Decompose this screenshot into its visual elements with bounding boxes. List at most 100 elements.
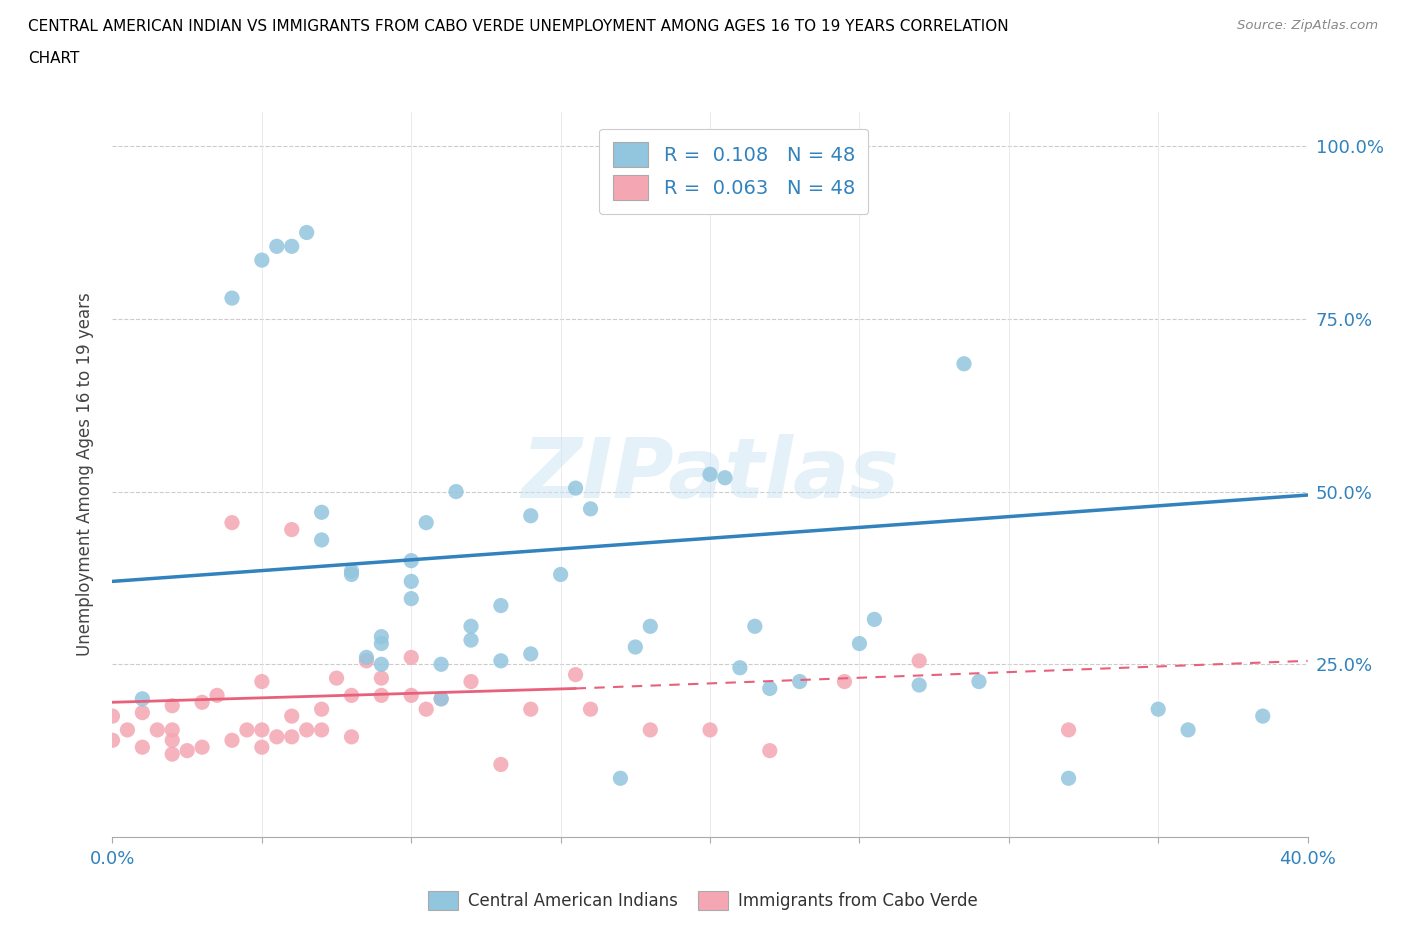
Point (579, 501, 602, 516)
Point (953, 356, 976, 371)
Text: Source: ZipAtlas.com: Source: ZipAtlas.com (1237, 19, 1378, 32)
Point (415, 515, 437, 530)
Point (191, 695, 214, 710)
Point (340, 729, 363, 744)
Point (460, 674, 482, 689)
Point (401, 574, 423, 589)
Point (221, 291, 243, 306)
Point (191, 739, 214, 754)
Point (744, 618, 766, 633)
Point (370, 636, 392, 651)
Point (356, 650, 378, 665)
Point (401, 553, 423, 568)
Point (221, 733, 243, 748)
Point (176, 743, 198, 758)
Point (370, 630, 392, 644)
Point (489, 598, 512, 613)
Point (430, 691, 453, 706)
Point (356, 654, 378, 669)
Point (370, 688, 392, 703)
Point (401, 591, 423, 606)
Point (281, 239, 304, 254)
Point (728, 660, 751, 675)
Point (162, 747, 183, 762)
Point (834, 674, 856, 689)
Legend: Central American Indians, Immigrants from Cabo Verde: Central American Indians, Immigrants fro… (422, 884, 984, 917)
Point (146, 723, 169, 737)
Point (162, 733, 183, 748)
Point (266, 729, 288, 744)
Point (1057, 723, 1080, 737)
Point (520, 646, 543, 661)
Point (162, 723, 183, 737)
Point (1251, 709, 1274, 724)
Point (444, 485, 467, 499)
Point (311, 723, 333, 737)
Point (205, 688, 228, 703)
Point (460, 618, 482, 633)
Point (550, 567, 572, 582)
Point (131, 705, 153, 720)
Point (281, 522, 304, 537)
Point (370, 671, 392, 685)
Point (370, 657, 392, 671)
Point (281, 709, 304, 724)
Point (131, 739, 153, 754)
Point (579, 702, 602, 717)
Point (489, 654, 512, 669)
Point (624, 640, 647, 655)
Point (250, 253, 273, 268)
Point (311, 505, 333, 520)
Point (430, 657, 453, 671)
Point (908, 654, 931, 669)
Point (325, 671, 347, 685)
Point (489, 757, 512, 772)
Point (848, 636, 870, 651)
Point (101, 733, 124, 748)
Point (311, 702, 333, 717)
Point (340, 564, 363, 578)
Point (789, 674, 811, 689)
Point (640, 618, 662, 633)
Point (266, 239, 288, 254)
Point (295, 723, 318, 737)
Point (311, 533, 333, 548)
Point (1057, 771, 1080, 786)
Point (295, 225, 318, 240)
Point (250, 674, 273, 689)
Text: ZIPatlas: ZIPatlas (522, 433, 898, 515)
Point (281, 729, 304, 744)
Point (967, 674, 990, 689)
Point (699, 467, 721, 482)
Point (460, 632, 482, 647)
Point (131, 691, 153, 706)
Point (101, 709, 124, 724)
Text: CENTRAL AMERICAN INDIAN VS IMMIGRANTS FROM CABO VERDE UNEMPLOYMENT AMONG AGES 16: CENTRAL AMERICAN INDIAN VS IMMIGRANTS FR… (28, 19, 1008, 33)
Legend: R =  0.108   N = 48, R =  0.063   N = 48: R = 0.108 N = 48, R = 0.063 N = 48 (599, 128, 869, 214)
Point (162, 698, 183, 713)
Point (609, 771, 631, 786)
Point (699, 723, 721, 737)
Point (430, 691, 453, 706)
Point (520, 509, 543, 524)
Point (250, 739, 273, 754)
Point (863, 612, 886, 627)
Point (401, 688, 423, 703)
Point (236, 723, 259, 737)
Point (714, 471, 737, 485)
Point (564, 481, 586, 496)
Point (759, 743, 782, 758)
Point (221, 515, 243, 530)
Point (340, 567, 363, 582)
Point (564, 667, 586, 682)
Point (401, 650, 423, 665)
Y-axis label: Unemployment Among Ages 16 to 19 years: Unemployment Among Ages 16 to 19 years (76, 292, 94, 657)
Point (250, 723, 273, 737)
Point (415, 702, 437, 717)
Point (1147, 702, 1170, 717)
Point (1177, 723, 1199, 737)
Point (117, 723, 139, 737)
Point (640, 723, 662, 737)
Point (520, 702, 543, 717)
Point (908, 678, 931, 693)
